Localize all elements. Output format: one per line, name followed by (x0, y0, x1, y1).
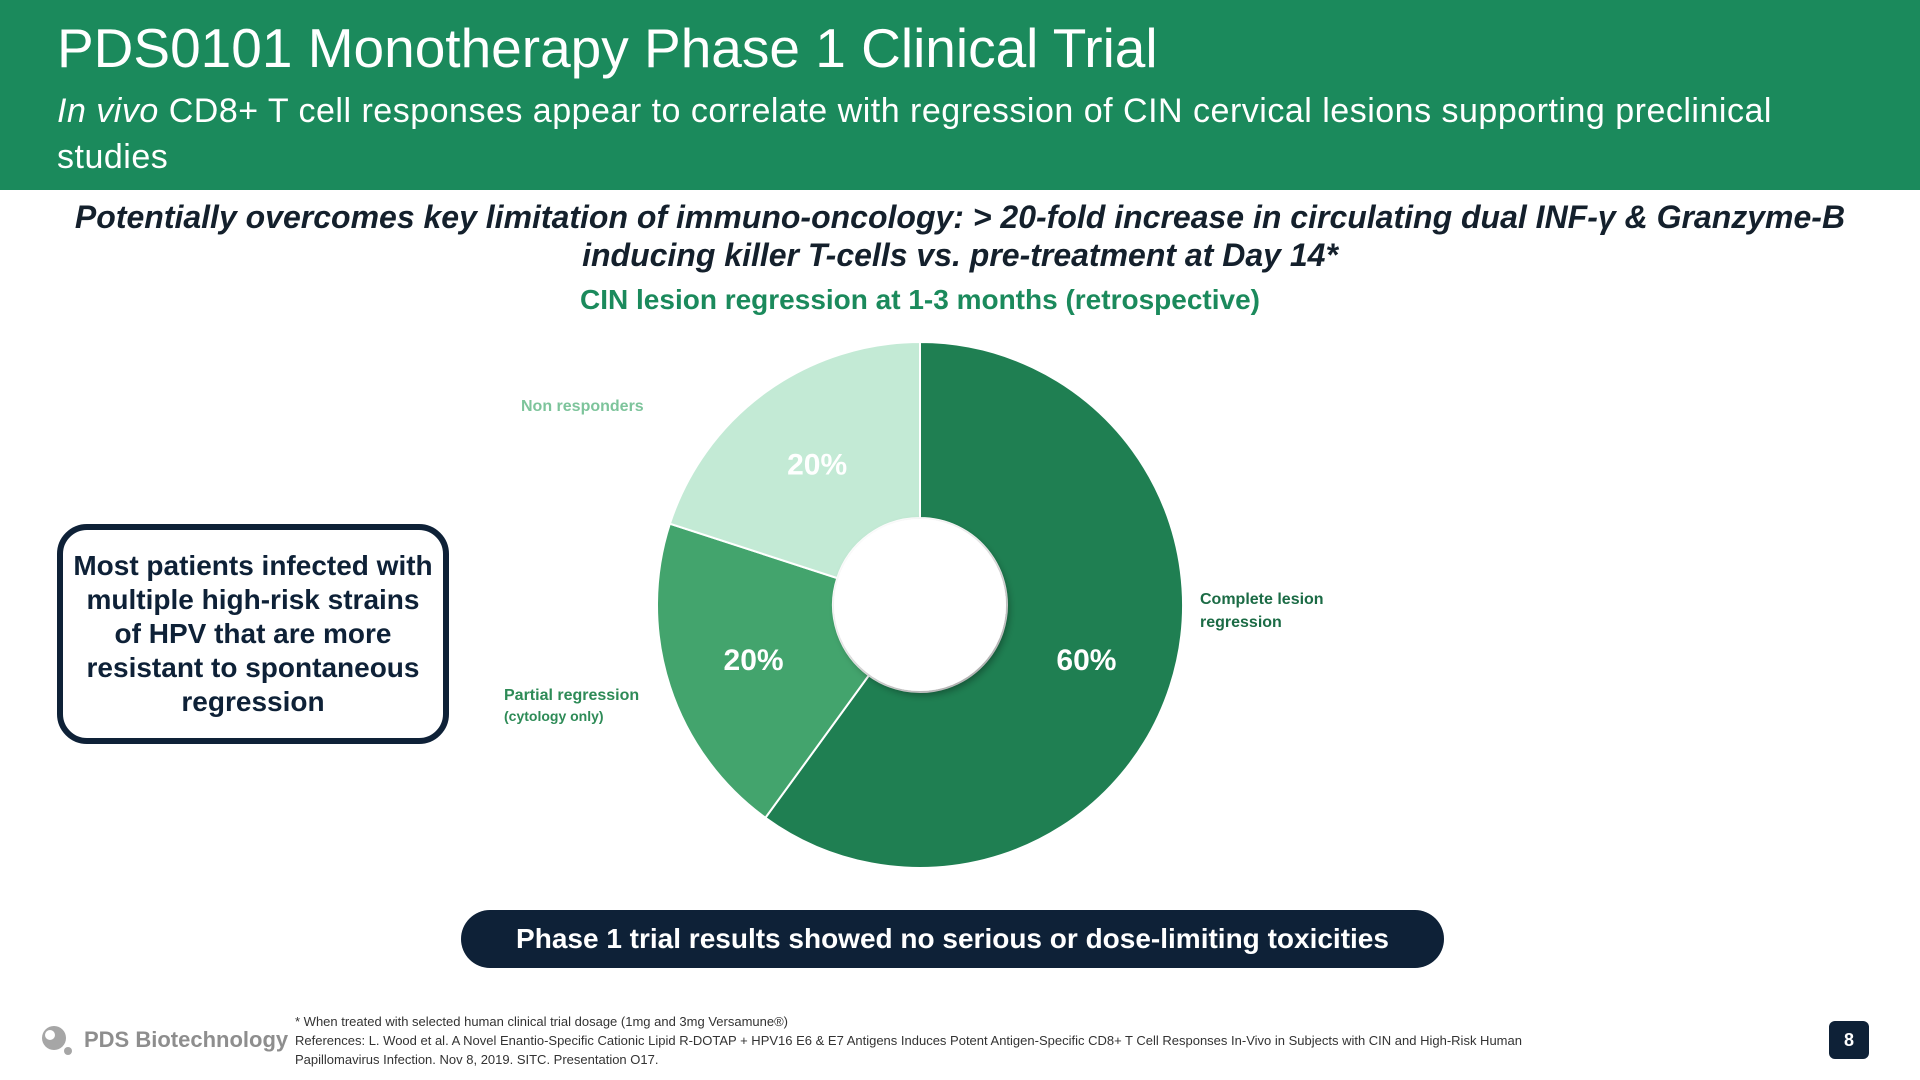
slice-value-label-1: 20% (724, 644, 784, 677)
slice-value-label-0: 60% (1056, 644, 1116, 677)
slice-category-label-line: (cytology only) (504, 708, 604, 724)
footnote-references: References: L. Wood et al. A Novel Enant… (295, 1033, 1522, 1067)
slice-category-label-line: Complete lesion (1200, 591, 1324, 608)
header-banner: PDS0101 Monotherapy Phase 1 Clinical Tri… (0, 0, 1920, 190)
donut-hole (834, 519, 1006, 691)
toxicity-banner: Phase 1 trial results showed no serious … (461, 910, 1444, 968)
headline: Potentially overcomes key limitation of … (74, 199, 1846, 273)
slice-category-label-2: Non responders (521, 398, 644, 415)
slice-category-label-line: Partial regression (504, 687, 639, 704)
donut-slice-2 (668, 340, 921, 580)
logo-mark-icon (38, 1020, 78, 1060)
donut-slice-0 (764, 340, 1184, 869)
slide-title: PDS0101 Monotherapy Phase 1 Clinical Tri… (57, 17, 1158, 79)
subtitle-italic: In vivo (57, 92, 159, 130)
chart-title: CIN lesion regression at 1-3 months (ret… (580, 284, 1260, 315)
callout-box: Most patients infected with multiple hig… (57, 524, 449, 744)
slide-subtitle: In vivo CD8+ T cell responses appear to … (57, 88, 1817, 180)
slice-category-label-0: Complete lesion regression (1200, 591, 1324, 631)
donut-slice-1 (656, 522, 871, 820)
subtitle-text: CD8+ T cell responses appear to correlat… (57, 92, 1772, 176)
slice-category-label-line: regression (1200, 614, 1282, 631)
footnote: * When treated with selected human clini… (295, 1012, 1565, 1069)
slice-category-label-line: Non responders (521, 398, 644, 415)
footnote-dosage: * When treated with selected human clini… (295, 1014, 788, 1029)
page-number: 8 (1829, 1021, 1869, 1059)
slice-value-label-2: 20% (787, 448, 847, 481)
logo-text: PDS Biotechnology (84, 1027, 289, 1052)
company-logo: PDS Biotechnology (38, 1020, 288, 1060)
slice-category-label-1: Partial regression (cytology only) (504, 687, 639, 724)
